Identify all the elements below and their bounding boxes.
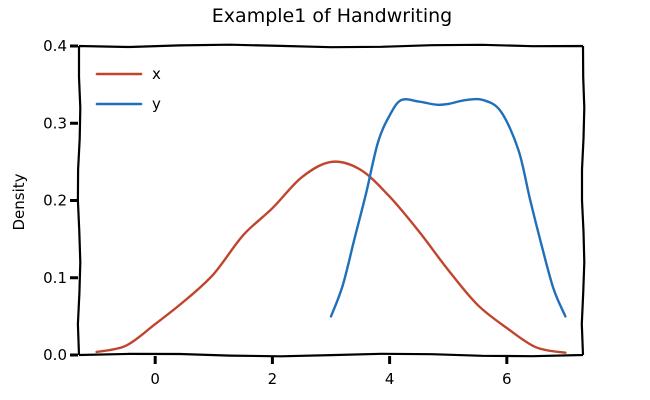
y-tick-label: 0.0 — [43, 346, 67, 364]
series-layer — [95, 97, 567, 354]
y-tick-label: 0.4 — [43, 37, 67, 55]
chart-title: Example1 of Handwriting — [212, 5, 452, 27]
x-tick-label: 2 — [268, 370, 278, 388]
y-tick-label: 0.2 — [43, 192, 67, 210]
legend: xy — [95, 65, 161, 113]
x-tick-label: 0 — [150, 370, 160, 388]
y-tick-label: 0.1 — [43, 269, 67, 287]
series-line-x — [95, 160, 567, 354]
x-tick-label: 6 — [502, 370, 512, 388]
plot-frame — [76, 43, 586, 358]
series-line-y — [329, 97, 567, 318]
ticks-layer: 0 2 4 6 0.0 0.1 0.2 0.3 0.4 — [43, 37, 511, 388]
legend-label-y: y — [152, 95, 161, 113]
y-tick-label: 0.3 — [43, 114, 67, 132]
legend-label-x: x — [152, 65, 161, 83]
y-axis-label: Density — [10, 173, 28, 230]
x-tick-label: 4 — [385, 370, 395, 388]
